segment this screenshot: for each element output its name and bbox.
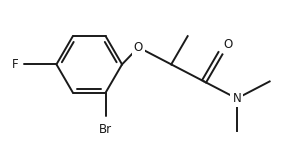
Text: O: O [134, 41, 143, 54]
Text: Br: Br [99, 123, 112, 136]
Text: F: F [12, 58, 18, 71]
Text: N: N [233, 92, 241, 105]
Text: O: O [223, 38, 232, 51]
